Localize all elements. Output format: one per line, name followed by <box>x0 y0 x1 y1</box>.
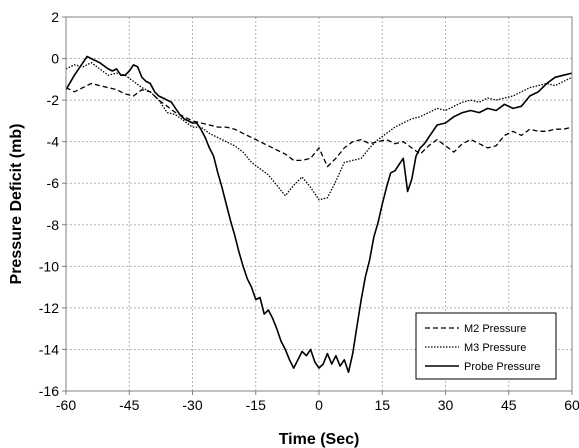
series-line-m3-pressure <box>65 62 573 201</box>
tick-labels: -60 -45 -30 -15 0 15 30 45 60 2 0 -2 -4 -6 -8 -10 -12 -14… <box>39 9 579 413</box>
x-tick-label: 30 <box>438 397 454 413</box>
legend-label: M2 Pressure <box>464 323 526 335</box>
x-tick-label: 60 <box>564 397 579 413</box>
y-axis-title: Pressure Deficit (mb) <box>8 124 25 285</box>
y-tick-label: -12 <box>39 300 59 316</box>
y-tick-label: -6 <box>47 175 60 191</box>
series-layer <box>65 55 573 374</box>
x-tick-label: -15 <box>246 397 266 413</box>
y-tick-label: 0 <box>51 51 59 67</box>
x-tick-label: 15 <box>374 397 390 413</box>
legend-box <box>415 312 557 380</box>
x-tick-label: 45 <box>501 397 517 413</box>
y-tick-label: -14 <box>39 341 59 357</box>
y-tick-label: -16 <box>39 383 59 399</box>
series-line-probe-pressure <box>65 55 573 374</box>
y-tick-label: -10 <box>39 258 59 274</box>
x-tick-label: -60 <box>56 397 76 413</box>
x-tick-label: -45 <box>119 397 139 413</box>
legend-label: Probe Pressure <box>464 361 540 373</box>
y-tick-label: -4 <box>47 134 60 150</box>
legend: M2 Pressure M3 Pressure Probe Pressure <box>415 312 557 380</box>
x-tick-label: 0 <box>315 397 323 413</box>
x-tick-label: -30 <box>182 397 202 413</box>
y-tick-label: -2 <box>47 92 60 108</box>
legend-label: M3 Pressure <box>464 342 526 354</box>
y-tick-label: -8 <box>47 217 60 233</box>
grid <box>66 17 572 391</box>
y-tick-label: 2 <box>51 9 59 25</box>
x-axis-title: Time (Sec) <box>279 431 360 448</box>
